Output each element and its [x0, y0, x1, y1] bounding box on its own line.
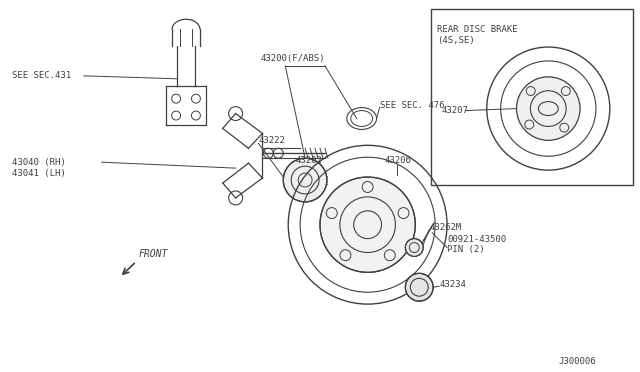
Text: 43207: 43207 — [441, 106, 468, 115]
Circle shape — [405, 238, 423, 256]
Text: 43202: 43202 — [295, 156, 322, 165]
Circle shape — [516, 77, 580, 140]
Text: SEE SEC. 476: SEE SEC. 476 — [380, 101, 444, 110]
Text: FRONT: FRONT — [138, 250, 168, 259]
Text: REAR DISC BRAKE
(4S,SE): REAR DISC BRAKE (4S,SE) — [437, 25, 518, 45]
Text: 43222: 43222 — [259, 136, 285, 145]
Text: J300006: J300006 — [558, 357, 596, 366]
Circle shape — [320, 177, 415, 272]
Text: 43200(F/ABS): 43200(F/ABS) — [260, 54, 325, 64]
Text: 43262M: 43262M — [429, 223, 461, 232]
Text: 00921-43500
PIN (2): 00921-43500 PIN (2) — [447, 235, 506, 254]
Text: 43234: 43234 — [439, 280, 466, 289]
Circle shape — [284, 158, 327, 202]
Circle shape — [405, 273, 433, 301]
Bar — [431, 9, 633, 185]
Text: SEE SEC.431: SEE SEC.431 — [12, 71, 72, 80]
Text: 43206: 43206 — [385, 156, 412, 165]
Text: 43040 (RH)
43041 (LH): 43040 (RH) 43041 (LH) — [12, 158, 66, 177]
